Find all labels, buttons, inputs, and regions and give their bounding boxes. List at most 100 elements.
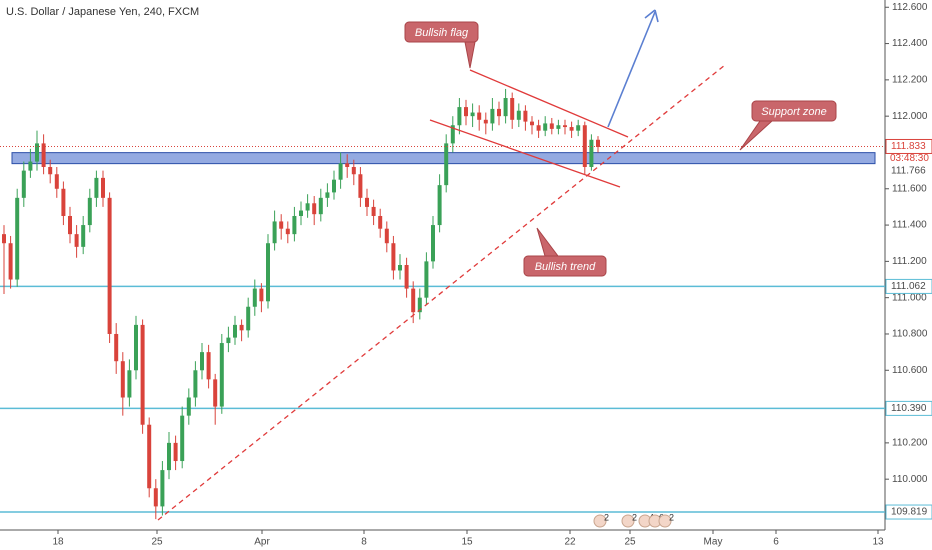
- y-tick-label: 111.200: [892, 256, 927, 267]
- callout-box: [751, 100, 837, 122]
- flag-lower: [429, 119, 621, 188]
- candle-body: [292, 215, 297, 235]
- callout-pointer: [536, 227, 559, 257]
- candle-body: [87, 197, 92, 226]
- candle-body: [114, 333, 119, 362]
- candle-body: [180, 415, 185, 462]
- event-icon: [658, 514, 672, 528]
- candle-body: [206, 352, 211, 380]
- x-tick-label: May: [704, 537, 723, 548]
- trend-line: [157, 64, 726, 521]
- candle-body: [398, 265, 402, 271]
- callout: Bullish trend: [523, 227, 607, 277]
- countdown: 03:48:30: [890, 153, 929, 164]
- event-icon: [621, 514, 635, 528]
- callout: Support zone: [739, 100, 837, 151]
- callout: Bullsih flag: [404, 21, 479, 69]
- candle-body: [345, 163, 350, 167]
- candle-body: [134, 324, 138, 371]
- x-tick-label: 25: [624, 537, 636, 548]
- event-count: 2: [669, 512, 674, 522]
- candle-body: [147, 424, 152, 489]
- event-count: 2: [604, 512, 609, 522]
- candle-body: [94, 177, 99, 198]
- x-tick-label: 8: [361, 537, 367, 548]
- support-zone: [11, 152, 876, 165]
- event-icon: [593, 514, 607, 528]
- candle-body: [226, 337, 231, 344]
- zone-label-box: [886, 163, 932, 178]
- candle-body: [81, 225, 86, 247]
- candle-body: [246, 306, 251, 331]
- level-label: 111.062: [891, 281, 926, 292]
- callout-pointer: [464, 41, 476, 69]
- candle-body: [543, 123, 548, 131]
- candle-body: [490, 108, 495, 124]
- candle-body: [272, 221, 277, 244]
- candle-body: [338, 163, 343, 180]
- candle-body: [186, 397, 191, 416]
- event-count: 2: [632, 512, 637, 522]
- level-label: 109.819: [891, 507, 928, 518]
- candle-body: [417, 297, 422, 313]
- candle-body: [266, 243, 270, 302]
- candle-body: [120, 361, 125, 398]
- candle-body: [404, 265, 409, 289]
- candle-body: [299, 210, 303, 216]
- candle-body: [437, 185, 442, 226]
- candle-body: [556, 125, 561, 129]
- candle-body: [351, 166, 356, 175]
- candle-body: [464, 107, 468, 117]
- callout-box: [523, 255, 607, 277]
- candle-body: [219, 343, 224, 407]
- candle-body: [2, 234, 6, 244]
- candle-body: [510, 98, 515, 120]
- candle-body: [582, 125, 587, 167]
- candle-body: [497, 108, 501, 117]
- candle-body: [318, 197, 323, 215]
- candle-body: [233, 324, 237, 338]
- candle-body: [549, 123, 554, 129]
- candle-body: [589, 139, 594, 167]
- y-tick-label: 112.600: [892, 2, 928, 13]
- candle-body: [457, 107, 462, 126]
- candle-body: [470, 112, 475, 117]
- candle-body: [74, 234, 79, 247]
- level-label-box: [885, 504, 932, 520]
- x-tick-label: Apr: [254, 537, 270, 548]
- candle-body: [424, 261, 429, 298]
- candle-body: [378, 215, 383, 229]
- candle-body: [516, 110, 521, 120]
- y-tick-label: 111.600: [892, 183, 927, 194]
- candle-body: [193, 370, 198, 398]
- target-arrow: [607, 11, 656, 128]
- x-tick-label: 13: [872, 537, 884, 548]
- candle-body: [332, 179, 336, 193]
- candle-body: [444, 143, 449, 186]
- y-tick-label: 112.200: [892, 75, 928, 86]
- candle-body: [259, 288, 264, 302]
- candle-body: [239, 324, 244, 331]
- y-tick-label: 112.400: [892, 38, 928, 49]
- candle-body: [252, 288, 257, 307]
- y-tick-label: 110.200: [892, 438, 928, 449]
- candle-body: [54, 174, 59, 189]
- candle-body: [285, 228, 290, 235]
- candle-body: [61, 188, 66, 216]
- candle-body: [530, 121, 534, 126]
- candle-body: [371, 206, 376, 216]
- candle-body: [523, 110, 528, 122]
- candle-body: [35, 143, 39, 162]
- candle-body: [384, 228, 389, 244]
- candle-body: [48, 166, 53, 175]
- level-label-box: [885, 400, 932, 416]
- y-tick-label: 110.600: [892, 365, 928, 376]
- candle-body: [173, 442, 178, 462]
- candle-body: [305, 203, 310, 211]
- candle-body: [569, 127, 574, 131]
- candle-body: [450, 125, 455, 144]
- candle-body: [8, 243, 13, 280]
- candle-body: [28, 161, 33, 171]
- candle-body: [41, 143, 46, 167]
- candle-body: [68, 215, 72, 235]
